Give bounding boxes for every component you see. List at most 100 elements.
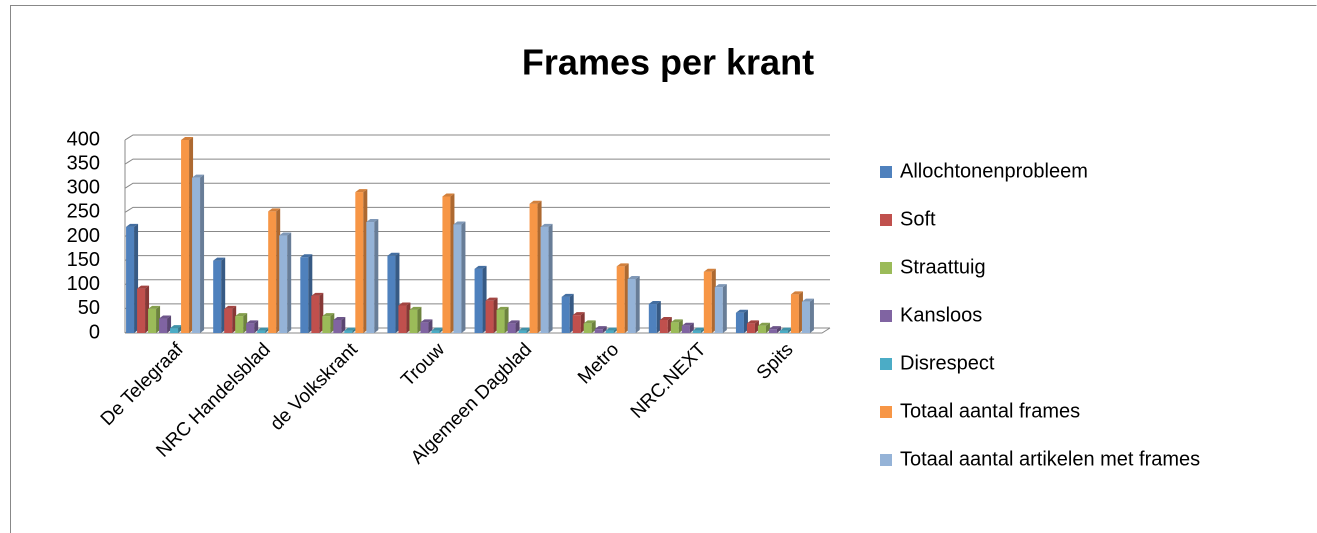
bar-front — [192, 177, 201, 333]
bar-side — [461, 221, 466, 333]
bar-top — [648, 301, 661, 305]
bar-front — [213, 260, 222, 333]
bar-front — [507, 323, 516, 333]
bar — [507, 320, 520, 333]
bar-top — [355, 189, 368, 193]
legend-swatch — [880, 214, 892, 226]
bar — [659, 316, 672, 333]
bar-top — [681, 322, 694, 326]
bar-front — [398, 305, 407, 333]
bar-side — [200, 174, 205, 333]
bar-top — [746, 320, 759, 324]
bar-front — [159, 318, 168, 333]
bar-front — [605, 330, 614, 333]
y-tick-label: 200 — [67, 225, 100, 247]
bar-front — [311, 295, 320, 333]
bar — [355, 189, 368, 333]
bar — [735, 309, 748, 333]
bar — [311, 292, 324, 333]
bar-top — [757, 322, 770, 326]
bar-front — [616, 266, 625, 333]
bar — [181, 137, 194, 333]
bar-side — [548, 223, 553, 333]
legend-label: Totaal aantal frames — [900, 400, 1080, 422]
y-tick-label: 150 — [67, 249, 100, 271]
bar-front — [540, 226, 549, 333]
bar-top — [561, 293, 574, 297]
bar-top — [616, 263, 629, 267]
bar-top — [159, 315, 172, 319]
bar-front — [148, 308, 157, 333]
grid-line — [124, 134, 830, 141]
bar-top — [670, 319, 683, 323]
bar-side — [809, 298, 814, 333]
bar-top — [714, 284, 727, 288]
bar-top — [529, 200, 542, 204]
bar-front — [627, 278, 636, 333]
bar-front — [181, 140, 190, 333]
legend-swatch — [880, 310, 892, 322]
bar-front — [518, 330, 527, 333]
bar-side — [287, 232, 292, 333]
bar — [224, 305, 237, 333]
bar — [387, 252, 400, 333]
bar-top — [583, 320, 596, 324]
x-tick-label: De Telegraaf — [97, 339, 188, 430]
y-tick-label: 300 — [67, 177, 100, 199]
bar — [235, 313, 248, 333]
bar-front — [485, 300, 494, 333]
bar-top — [431, 327, 444, 331]
bar-top — [398, 302, 411, 306]
bar-front — [703, 271, 712, 333]
bar-front — [801, 301, 810, 333]
bar-front — [790, 294, 799, 333]
bar-front — [431, 330, 440, 333]
bar-front — [496, 309, 505, 333]
x-tick-label: Spits — [753, 339, 798, 384]
bar-top — [257, 327, 270, 331]
bar — [170, 325, 183, 333]
chart-border — [10, 5, 1317, 533]
bar-top — [300, 254, 313, 258]
bar — [137, 285, 150, 333]
bar-side — [374, 219, 379, 333]
bar — [561, 293, 574, 333]
bar-front — [594, 329, 603, 333]
bar-front — [344, 330, 353, 333]
grid-line — [124, 231, 830, 237]
bar-front — [681, 325, 690, 333]
bar-front — [692, 330, 701, 333]
bar-top — [170, 325, 183, 329]
legend-label: Disrespect — [900, 352, 995, 374]
bar-top — [148, 305, 161, 309]
y-tick-label: 50 — [78, 297, 100, 319]
bar-top — [801, 298, 814, 302]
bar-top — [659, 316, 672, 320]
bar-top — [768, 326, 781, 330]
bar-front — [126, 226, 135, 333]
bar-top — [735, 309, 748, 313]
legend-label: Allochtonenprobleem — [900, 160, 1088, 182]
bar — [746, 320, 759, 333]
bar — [572, 312, 585, 333]
bar-front — [453, 224, 462, 333]
bar-front — [768, 329, 777, 333]
bar — [790, 291, 803, 333]
bar-top — [779, 327, 792, 331]
bar-top — [311, 292, 324, 296]
bar — [442, 193, 455, 333]
bar-side — [722, 284, 727, 333]
bar-front — [279, 235, 288, 333]
bar-front — [235, 316, 244, 333]
bar-top — [268, 208, 281, 212]
bar-side — [602, 326, 607, 333]
bar-side — [515, 320, 520, 333]
bar-side — [254, 320, 259, 333]
bar-front — [246, 323, 255, 333]
bar — [757, 322, 770, 333]
bar-front — [366, 222, 375, 333]
bar-top — [496, 306, 509, 310]
bar — [192, 174, 205, 333]
bar — [322, 313, 335, 333]
